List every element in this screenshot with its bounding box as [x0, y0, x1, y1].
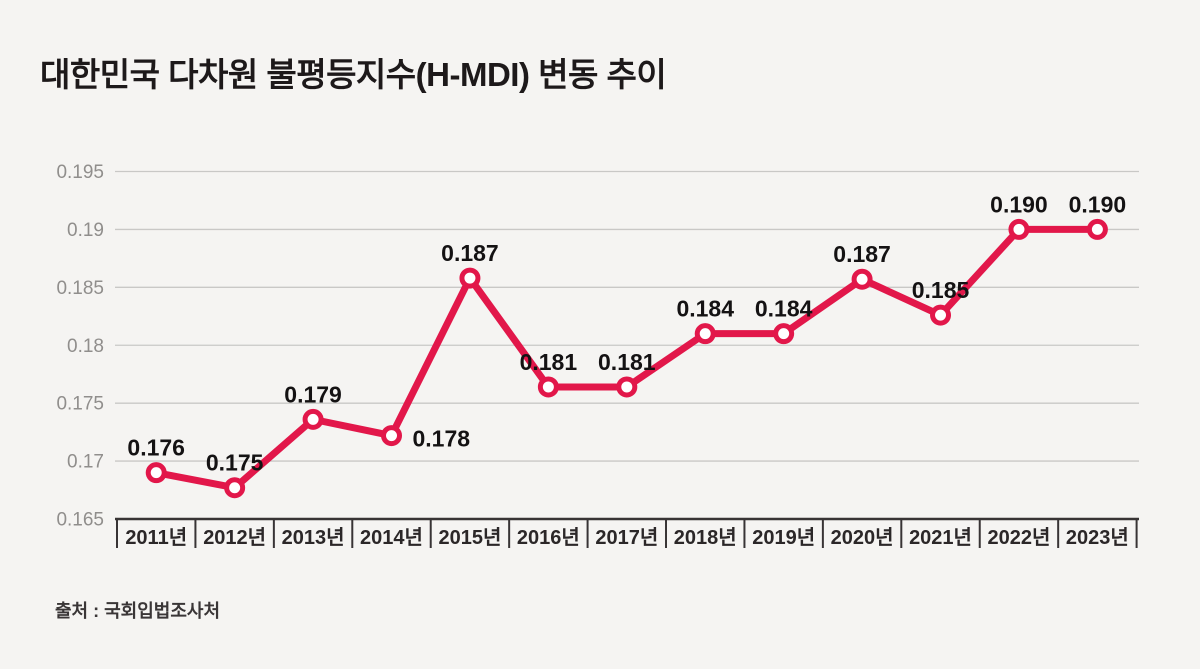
x-tick-label: 2022년 — [988, 526, 1051, 549]
y-tick-label: 0.17 — [67, 452, 104, 473]
data-point-marker — [145, 462, 167, 484]
data-point-marker — [224, 477, 246, 499]
x-tick-label: 2018년 — [674, 526, 737, 549]
x-tick-label: 2013년 — [282, 526, 345, 549]
data-point-label: 0.190 — [990, 191, 1048, 217]
y-tick-label: 0.175 — [56, 394, 104, 415]
data-point-marker — [302, 408, 324, 430]
x-tick-label: 2023년 — [1066, 526, 1129, 549]
data-point-marker — [930, 304, 952, 326]
data-point-marker — [1086, 218, 1108, 240]
data-point-marker — [773, 323, 795, 345]
data-point-marker — [1008, 218, 1030, 240]
data-point-label: 0.181 — [598, 349, 656, 375]
data-point-label: 0.178 — [413, 426, 471, 452]
data-point-marker — [851, 268, 873, 290]
x-tick-label: 2019년 — [752, 526, 815, 549]
x-tick-label: 2012년 — [203, 526, 266, 549]
x-tick-label: 2011년 — [125, 526, 187, 549]
data-point-label: 0.184 — [676, 296, 734, 322]
y-tick-label: 0.165 — [56, 510, 104, 531]
data-point-label: 0.181 — [520, 349, 578, 375]
data-point-marker — [381, 425, 403, 447]
y-tick-label: 0.18 — [67, 336, 104, 357]
y-tick-label: 0.185 — [56, 278, 104, 299]
x-tick-label: 2020년 — [831, 526, 894, 549]
data-point-label: 0.190 — [1069, 191, 1127, 217]
data-point-label: 0.179 — [284, 381, 342, 407]
x-tick-label: 2017년 — [595, 526, 658, 549]
y-tick-label: 0.19 — [67, 220, 104, 241]
x-tick-label: 2016년 — [517, 526, 580, 549]
x-tick-label: 2015년 — [438, 526, 501, 549]
data-point-marker — [616, 376, 638, 398]
data-point-label: 0.184 — [755, 296, 813, 322]
source-caption: 출처 : 국회입법조사처 — [55, 601, 221, 621]
chart-title: 대한민국 다차원 불평등지수(H-MDI) 변동 추이 — [40, 56, 667, 93]
data-point-marker — [459, 267, 481, 289]
y-tick-label: 0.195 — [56, 162, 104, 183]
data-point-label: 0.175 — [206, 450, 264, 476]
x-tick-label: 2014년 — [360, 526, 423, 549]
data-point-marker — [694, 323, 716, 345]
data-point-marker — [537, 376, 559, 398]
data-point-label: 0.187 — [833, 241, 891, 267]
data-point-label: 0.185 — [912, 277, 970, 303]
data-point-label: 0.176 — [127, 435, 185, 461]
x-tick-label: 2021년 — [909, 526, 972, 549]
data-point-label: 0.187 — [441, 240, 499, 266]
